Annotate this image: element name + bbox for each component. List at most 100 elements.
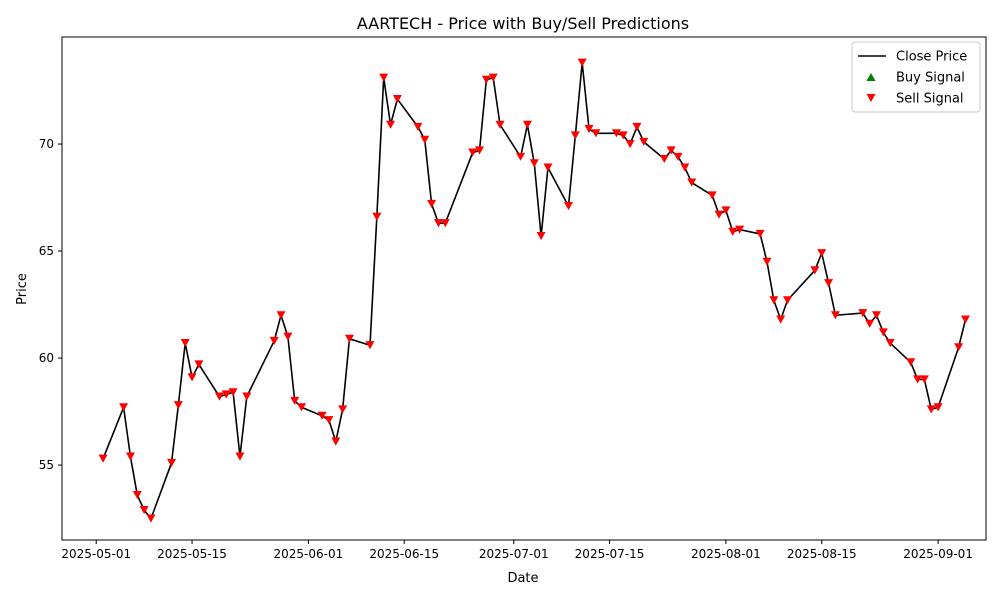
y-tick-label: 60: [39, 351, 54, 365]
sell-signal-marker: [659, 154, 669, 164]
sell-signal-marker: [871, 311, 881, 320]
sell-signal-marker: [221, 390, 231, 399]
sell-signal-marker: [687, 178, 697, 187]
sell-signal-marker: [762, 257, 772, 266]
y-axis-label: Price: [15, 273, 30, 305]
plot-area: [61, 36, 987, 541]
sell-signal-marker: [625, 139, 635, 149]
sell-signal-marker: [529, 159, 539, 168]
sell-signal-marker: [167, 458, 177, 467]
sell-signal-marker: [755, 229, 765, 238]
sell-signal-marker: [214, 392, 224, 401]
sell-signal-marker: [324, 416, 334, 425]
sell-signal-marker: [591, 129, 601, 138]
sell-signal-marker: [707, 191, 717, 200]
sell-signal-marker: [481, 75, 491, 84]
sell-signal-marker: [98, 454, 108, 463]
sell-signal-marker: [666, 146, 676, 155]
sell-signal-marker: [618, 131, 628, 140]
sell-signal-marker: [639, 137, 649, 146]
y-tick-label: 55: [39, 458, 54, 472]
x-tick-label: 2025-05-01: [61, 547, 131, 561]
sell-signal-marker: [413, 122, 423, 131]
sell-signal-marker: [132, 491, 142, 500]
sell-signal-marker: [173, 401, 183, 410]
sell-signal-marker: [926, 405, 936, 414]
sell-signal-marker: [420, 135, 430, 144]
x-tick-label: 2025-06-15: [369, 547, 439, 561]
sell-signal-marker: [933, 403, 943, 412]
sell-signal-marker: [488, 73, 498, 82]
sell-signal-marker: [536, 232, 546, 241]
sell-signal-marker: [885, 339, 895, 348]
sell-signal-marker: [673, 152, 683, 161]
sell-signal-marker: [858, 309, 868, 318]
sell-signal-marker: [906, 358, 916, 367]
sell-signal-marker: [344, 334, 354, 343]
x-tick-label: 2025-09-01: [903, 547, 973, 561]
sell-signal-marker: [468, 148, 478, 157]
sell-signal-marker: [297, 403, 307, 412]
sell-signal-marker: [516, 152, 526, 161]
sell-signal-marker: [830, 311, 840, 320]
sell-signal-marker: [276, 311, 286, 320]
plot-content: [98, 58, 970, 523]
sell-signal-marker: [365, 341, 375, 350]
sell-signal-marker: [543, 163, 553, 172]
sell-signal-marker: [495, 120, 505, 129]
sell-signal-marker: [475, 146, 485, 155]
legend-box: [851, 41, 981, 113]
sell-signal-marker: [810, 266, 820, 275]
sell-signal-marker: [433, 219, 443, 228]
chart-title: AARTECH - Price with Buy/Sell Prediction…: [357, 14, 689, 33]
sell-signal-marker: [125, 452, 135, 461]
sell-signal-marker: [913, 375, 923, 384]
sell-signal-marker: [146, 514, 156, 523]
sell-signal-marker: [180, 339, 190, 348]
plot-frame: [61, 36, 987, 541]
close-price-line: [102, 61, 967, 520]
x-tick-label: 2025-08-15: [787, 547, 857, 561]
sell-signal-marker: [228, 388, 238, 397]
sell-signal-marker: [139, 505, 149, 515]
sell-signal-marker: [878, 328, 888, 337]
x-tick-label: 2025-05-15: [157, 547, 227, 561]
sell-signal-marker: [735, 225, 745, 234]
x-axis-label: Date: [507, 571, 538, 586]
sell-signal-marker: [954, 343, 964, 352]
sell-signal-marker: [440, 219, 450, 228]
sell-signal-marker: [522, 120, 532, 129]
x-tick-label: 2025-06-01: [274, 547, 344, 561]
sell-signal-marker: [290, 396, 300, 405]
sell-signal-marker: [611, 129, 621, 138]
sell-signal-marker: [783, 296, 793, 305]
sell-signal-marker: [427, 199, 437, 209]
sell-signal-marker: [242, 392, 252, 401]
sell-signal-marker: [865, 319, 875, 328]
sell-signal-marker: [714, 210, 724, 219]
sell-signal-marker: [194, 360, 204, 369]
sell-signal-marker: [817, 249, 827, 258]
y-tick-label: 70: [39, 137, 54, 151]
sell-signal-marker: [283, 332, 293, 341]
sell-signal-marker: [338, 405, 348, 414]
sell-signal-marker: [919, 375, 929, 384]
sell-signal-marker: [187, 373, 197, 382]
y-tick-label: 65: [39, 244, 54, 258]
sell-signal-marker: [563, 202, 573, 211]
sell-signal-marker: [379, 73, 389, 82]
sell-signal-marker: [570, 131, 580, 140]
legend-label: Sell Signal: [896, 92, 964, 107]
legend-buy-swatch: [866, 72, 876, 82]
x-axis: 2025-05-01 2025-05-15 2025-06-01 2025-06-15…: [61, 540, 973, 561]
sell-signal-marker: [386, 120, 396, 129]
legend: Close Price Buy Signal Sell Signal: [851, 41, 981, 113]
sell-signal-marker: [632, 122, 642, 131]
sell-signal-marker: [824, 279, 834, 288]
sell-signal-marker: [392, 95, 402, 104]
sell-signal-marker: [235, 452, 245, 461]
x-tick-label: 2025-07-01: [479, 547, 549, 561]
sell-signal-marker: [119, 403, 129, 412]
sell-signal-marker: [331, 437, 341, 446]
sell-signal-marker: [769, 296, 779, 305]
